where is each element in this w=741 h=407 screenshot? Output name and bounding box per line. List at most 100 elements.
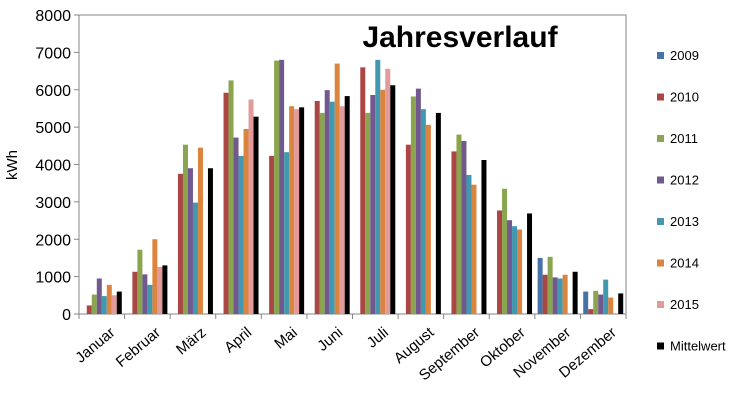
bar-april-2011 — [228, 80, 234, 314]
bar-januar-2015 — [111, 295, 117, 314]
legend-swatch-2010 — [657, 93, 664, 101]
legend-label-mittelwert: Mittelwert — [670, 339, 726, 354]
bar-januar-2010 — [86, 305, 92, 314]
bar-februar-2014 — [152, 239, 158, 314]
bar-juni-2011 — [319, 112, 325, 314]
bar-oktober-mittelwert — [527, 213, 533, 314]
chart-title: Jahresverlauf — [362, 21, 558, 54]
bar-november-2010 — [542, 274, 548, 314]
legend-swatch-2014 — [657, 259, 664, 267]
bar-november-2014 — [562, 274, 568, 314]
bar-august-2010 — [405, 144, 411, 314]
x-tick-label: April — [221, 324, 255, 356]
bar-januar-2012 — [96, 278, 102, 314]
y-tick-label: 4000 — [35, 158, 71, 175]
bar-oktober-2011 — [502, 188, 508, 314]
bar-dezember-2011 — [593, 290, 599, 314]
bar-dezember-2013 — [603, 279, 609, 314]
bar-september-2010 — [451, 151, 457, 314]
bar-mai-2013 — [284, 152, 290, 314]
bar-september-2014 — [471, 184, 477, 314]
legend-swatch-2009 — [657, 52, 664, 59]
bar-mai-2015 — [294, 109, 300, 315]
bar-april-2013 — [238, 155, 244, 314]
bar-mai-mittelwert — [299, 107, 305, 314]
bar-august-2012 — [415, 88, 421, 314]
y-tick-label: 7000 — [35, 45, 71, 62]
bar-m-rz-2010 — [177, 173, 183, 314]
bar-februar-2010 — [132, 271, 138, 314]
bar-august-2011 — [410, 96, 416, 314]
y-tick-label: 2000 — [35, 232, 71, 249]
bar-m-rz-mittelwert — [207, 168, 213, 314]
bar-august-2014 — [425, 124, 431, 314]
bar-juli-2013 — [375, 59, 381, 314]
bar-juli-2011 — [365, 112, 371, 314]
bar-dezember-2014 — [608, 297, 614, 314]
bar-m-rz-2013 — [192, 202, 198, 314]
bar-juli-2014 — [380, 89, 386, 314]
bar-oktober-2013 — [512, 226, 518, 314]
bar-mai-2012 — [279, 59, 285, 314]
bar-august-2013 — [420, 109, 426, 315]
bar-juni-2010 — [314, 100, 320, 315]
legend-label-2014: 2014 — [670, 256, 699, 271]
bar-juli-mittelwert — [390, 85, 396, 314]
legend-swatch-2013 — [657, 218, 664, 225]
bar-m-rz-2014 — [197, 147, 203, 314]
bar-april-2014 — [243, 128, 249, 314]
bar-november-mittelwert — [572, 271, 578, 314]
bar-mai-2011 — [274, 60, 280, 314]
bar-juni-2015 — [339, 106, 345, 314]
bar-januar-2013 — [101, 296, 107, 314]
bar-juni-mittelwert — [344, 96, 350, 314]
x-tick-label: Februar — [113, 324, 164, 371]
bar-juli-2015 — [385, 68, 391, 314]
bar-november-2012 — [552, 277, 558, 314]
y-tick-label: 6000 — [35, 83, 71, 100]
x-tick-label: Juni — [314, 324, 346, 355]
bar-september-2013 — [466, 174, 472, 314]
legend-label-2013: 2013 — [670, 214, 699, 229]
legend-label-2012: 2012 — [670, 173, 699, 188]
x-tick-label: Juli — [364, 324, 392, 351]
legend: 2009 2010 2011 2012 2013 2014 2015 Mittelwert — [657, 48, 726, 354]
bar-oktober-2012 — [507, 220, 513, 314]
x-tick-label: Januar — [72, 324, 118, 367]
bar-februar-2011 — [137, 249, 143, 314]
y-tick-label: 3000 — [35, 195, 71, 212]
y-tick-label: 8000 — [35, 8, 71, 25]
bar-dezember-2012 — [598, 294, 604, 314]
bar-m-rz-2012 — [187, 168, 193, 314]
bar-april-2010 — [223, 92, 229, 315]
bar-juli-2010 — [360, 67, 366, 314]
bar-juni-2012 — [324, 90, 330, 315]
x-tick-label: März — [173, 324, 209, 358]
legend-swatch-mittelwert — [657, 342, 664, 350]
y-axis-title: kWh — [4, 150, 21, 180]
y-tick-label: 1000 — [35, 270, 71, 287]
bar-august-mittelwert — [435, 112, 441, 314]
bar-november-2011 — [547, 256, 553, 314]
bar-mai-2014 — [289, 106, 295, 314]
legend-label-2010: 2010 — [670, 90, 699, 105]
bar-januar-mittelwert — [116, 291, 122, 314]
legend-label-2009: 2009 — [670, 48, 699, 63]
bar-september-2011 — [456, 134, 462, 314]
bar-dezember-mittelwert — [618, 293, 624, 314]
bar-juni-2013 — [329, 101, 335, 315]
legend-label-2015: 2015 — [670, 297, 699, 312]
bar-januar-2014 — [106, 284, 112, 314]
legend-label-2011: 2011 — [670, 131, 698, 146]
x-tick-label: Mai — [271, 324, 300, 353]
legend-swatch-2011 — [657, 135, 664, 142]
y-axis-ticks: 0 1000 2000 3000 4000 5000 6000 7000 8000 — [35, 8, 79, 324]
bar-februar-2013 — [147, 284, 153, 314]
bar-februar-2015 — [157, 266, 163, 314]
bar-juni-2014 — [334, 63, 340, 315]
bar-april-mittelwert — [253, 116, 259, 314]
legend-swatch-2015 — [657, 301, 664, 308]
bar-dezember-2009 — [583, 291, 589, 314]
bars — [86, 59, 624, 315]
